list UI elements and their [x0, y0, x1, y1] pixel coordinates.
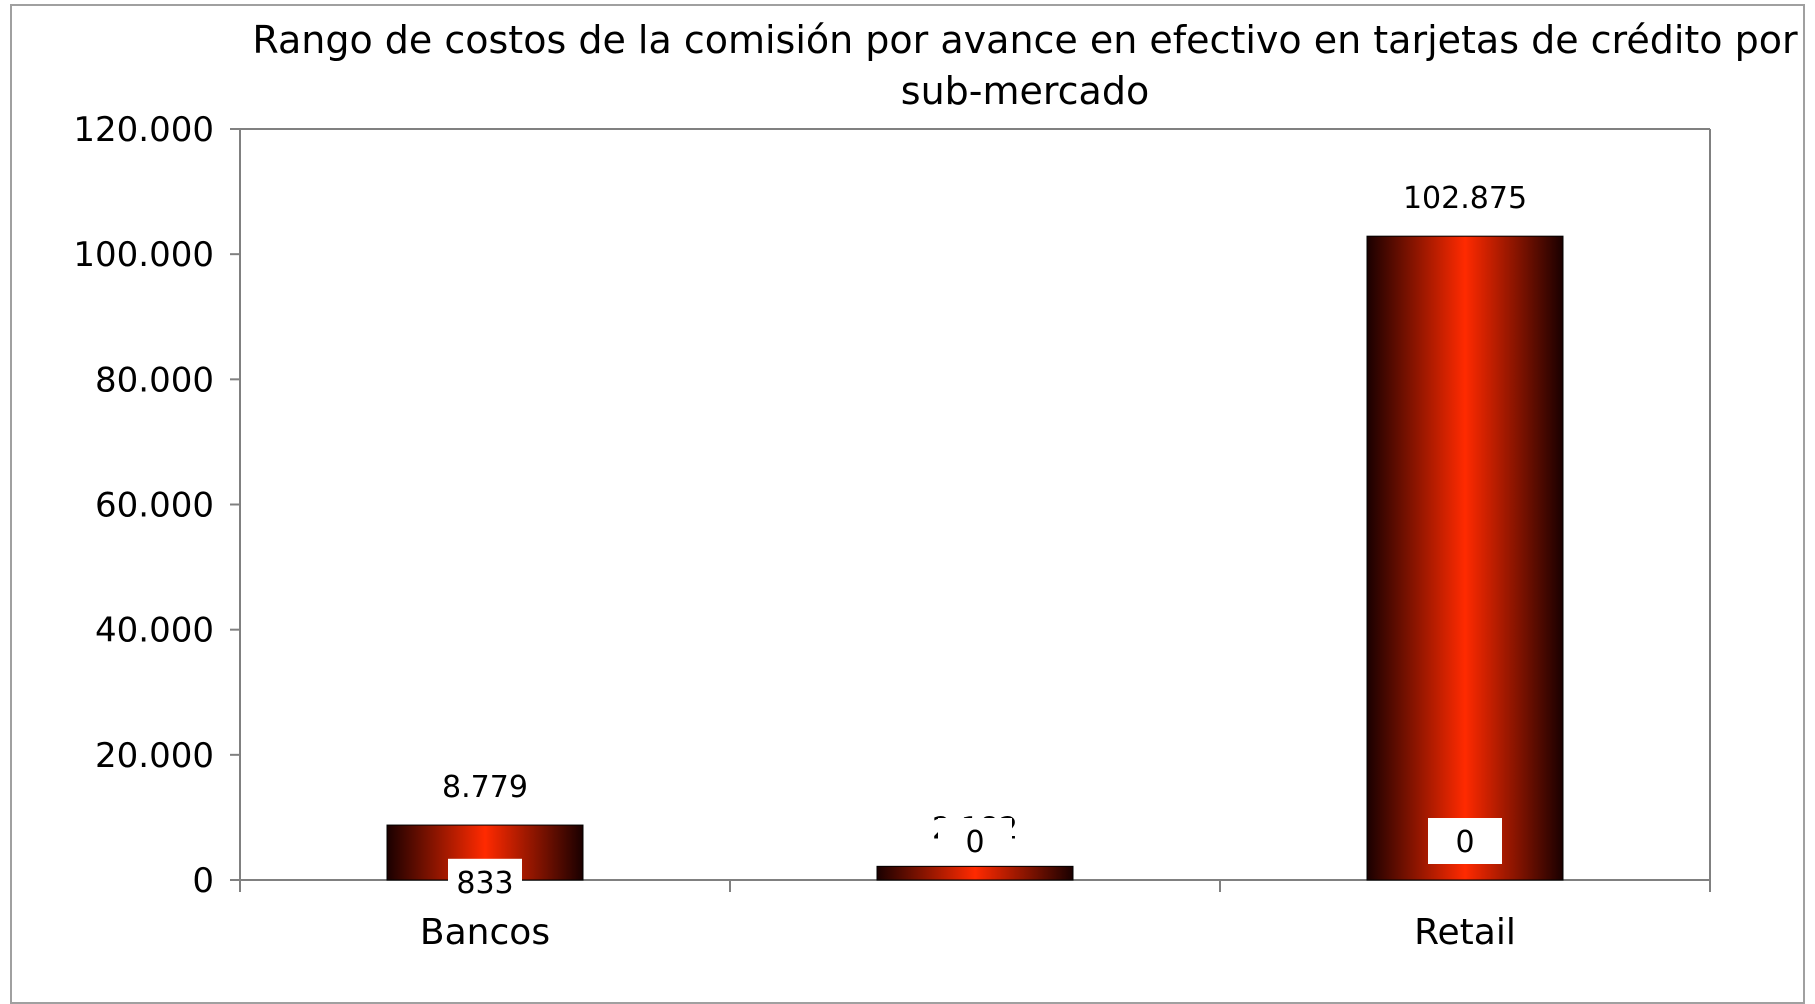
- y-tick-label: 100.000: [73, 235, 214, 275]
- data-label-max: 8.779: [442, 770, 528, 805]
- chart-title-line-2: sub-mercado: [901, 69, 1149, 113]
- y-tick-label: 60.000: [95, 486, 214, 526]
- chart-title-line-1: Rango de costos de la comisión por avanc…: [252, 18, 1798, 62]
- bar-retail: [1366, 235, 1564, 881]
- y-tick-label: 40.000: [95, 611, 214, 651]
- data-label-max: 102.875: [1403, 181, 1527, 216]
- plot-area: 0 20.000 40.000 60.000 80.000 100.000 120.000 8…: [73, 110, 1711, 953]
- data-label-min: 833: [456, 866, 513, 901]
- data-label-min-bg: [1428, 818, 1502, 864]
- y-tick-label: 0: [192, 861, 214, 901]
- bar-category-2: [876, 865, 1074, 881]
- data-label-min: 0: [1455, 825, 1474, 860]
- chart-title: Rango de costos de la comisión por avanc…: [252, 18, 1798, 113]
- data-label-min-bg: [938, 818, 1012, 864]
- y-tick-label: 80.000: [95, 360, 214, 400]
- y-tick-label: 20.000: [95, 736, 214, 776]
- y-tick-label: 120.000: [73, 110, 214, 150]
- x-category-label: Bancos: [420, 912, 550, 953]
- data-label-min-bg: [448, 858, 522, 905]
- data-label-min: 0: [965, 825, 984, 860]
- x-category-label: Retail: [1414, 912, 1516, 953]
